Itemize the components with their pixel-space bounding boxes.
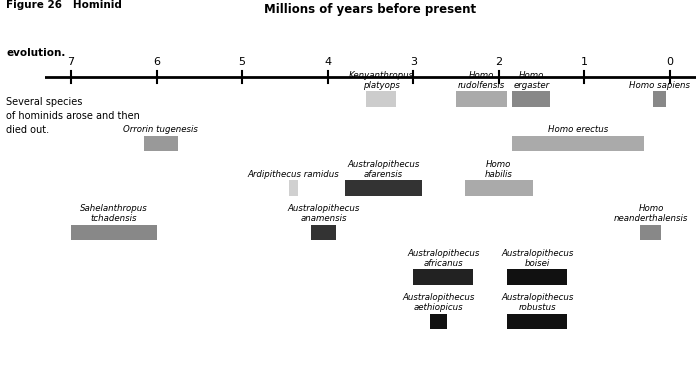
Text: evolution.: evolution. [6,48,66,58]
Text: Figure 26   Hominid: Figure 26 Hominid [6,0,122,10]
Text: Orrorin tugenesis: Orrorin tugenesis [124,125,199,134]
FancyBboxPatch shape [144,136,178,151]
FancyBboxPatch shape [507,314,567,329]
FancyBboxPatch shape [310,225,336,240]
Text: 5: 5 [238,57,245,67]
FancyBboxPatch shape [653,91,665,107]
FancyBboxPatch shape [413,269,473,285]
FancyBboxPatch shape [512,91,550,107]
Text: 4: 4 [324,57,331,67]
Text: Australopithecus
africanus: Australopithecus africanus [407,248,480,268]
Text: 1: 1 [581,57,588,67]
Text: 7: 7 [68,57,75,67]
Text: Kenyanthropus
platyops: Kenyanthropus platyops [349,71,414,90]
Text: Ardipithecus ramidus: Ardipithecus ramidus [247,170,339,179]
Text: Several species
of hominids arose and then
died out.: Several species of hominids arose and th… [6,97,140,135]
Text: Australopithecus
anamensis: Australopithecus anamensis [287,204,359,223]
Text: Homo
rudolfensis: Homo rudolfensis [458,71,505,90]
Text: Homo
ergaster: Homo ergaster [513,71,549,90]
FancyBboxPatch shape [431,314,447,329]
Text: 3: 3 [410,57,417,67]
Text: Homo
habilis: Homo habilis [485,160,512,179]
FancyBboxPatch shape [345,180,421,195]
Text: Australopithecus
aethiopicus: Australopithecus aethiopicus [403,293,475,312]
Text: Homo
neanderthalensis: Homo neanderthalensis [614,204,689,223]
FancyBboxPatch shape [366,91,396,107]
Text: Homo erectus: Homo erectus [548,125,608,134]
Text: Homo sapiens: Homo sapiens [629,81,690,90]
Text: Australopithecus
boisei: Australopithecus boisei [501,248,573,268]
Text: Australopithecus
afarensis: Australopithecus afarensis [347,160,419,179]
Text: Australopithecus
robustus: Australopithecus robustus [501,293,573,312]
FancyBboxPatch shape [507,269,567,285]
FancyBboxPatch shape [465,180,533,195]
FancyBboxPatch shape [71,225,157,240]
Text: 0: 0 [666,57,673,67]
FancyBboxPatch shape [640,225,661,240]
FancyBboxPatch shape [289,180,298,195]
Text: 2: 2 [495,57,503,67]
FancyBboxPatch shape [456,91,507,107]
Text: Millions of years before present: Millions of years before present [264,3,477,16]
Text: Sahelanthropus
tchadensis: Sahelanthropus tchadensis [80,204,147,223]
FancyBboxPatch shape [512,136,644,151]
Text: 6: 6 [153,57,160,67]
